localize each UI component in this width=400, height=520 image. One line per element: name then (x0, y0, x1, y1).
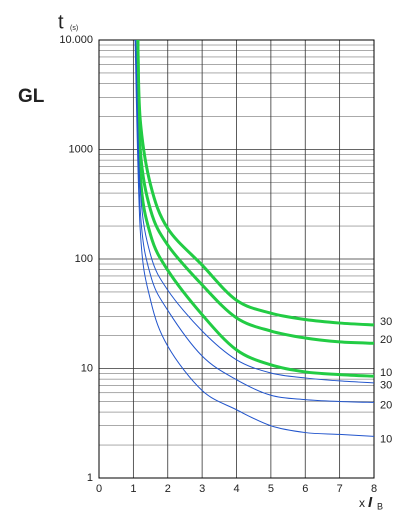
series-label: 20 (380, 399, 392, 411)
y-tick-label: 1 (87, 472, 93, 484)
curve (135, 39, 375, 384)
x-tick-label: 1 (130, 483, 136, 495)
x-axis-label-var: I (368, 494, 373, 511)
curve (134, 39, 375, 403)
x-axis-label: x (359, 496, 365, 510)
curve (136, 39, 375, 327)
y-tick-label: 10.000 (59, 34, 93, 46)
y-axis-label-sub: (s) (70, 25, 78, 32)
x-tick-label: 8 (371, 483, 377, 495)
x-tick-label: 5 (268, 483, 274, 495)
plot-frame (98, 39, 375, 479)
y-tick-label: 1000 (69, 143, 93, 155)
x-axis-label-sub: B (377, 501, 383, 511)
series-label: 30 (380, 316, 392, 328)
series-label: 30 (380, 380, 392, 392)
x-tick-label: 0 (96, 483, 102, 495)
series-label: 20 (380, 334, 392, 346)
y-tick-label: 10 (81, 362, 93, 374)
series-label: 10 (380, 433, 392, 445)
curve (134, 39, 375, 437)
curve (136, 39, 375, 345)
y-tick-label: 100 (75, 253, 93, 265)
curve (136, 39, 375, 378)
y-axis-label: t (58, 11, 64, 33)
x-tick-label: 6 (302, 483, 308, 495)
x-tick-label: 2 (165, 483, 171, 495)
x-tick-label: 7 (337, 483, 343, 495)
x-tick-label: 3 (199, 483, 205, 495)
x-tick-label: 4 (233, 483, 239, 495)
series-label: 10 (380, 367, 392, 379)
chart-title: GL (18, 86, 45, 107)
